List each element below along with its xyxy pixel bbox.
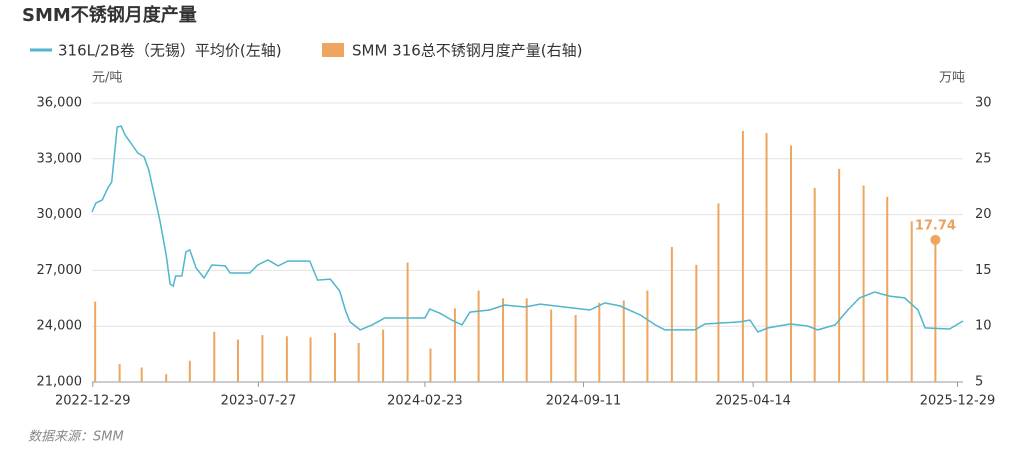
bar bbox=[261, 335, 264, 382]
y-tick-label: 36,000 bbox=[37, 96, 83, 111]
bar bbox=[285, 336, 288, 382]
bar bbox=[670, 246, 673, 382]
bar bbox=[622, 300, 625, 382]
y2-tick-label: 20 bbox=[975, 207, 992, 222]
bar bbox=[453, 308, 456, 382]
y2-tick-label: 10 bbox=[975, 319, 992, 334]
bar bbox=[118, 364, 121, 382]
bar bbox=[236, 339, 239, 382]
y-tick-label: 24,000 bbox=[37, 319, 83, 334]
bar bbox=[309, 337, 312, 382]
chart-title: SMM不锈钢月度产量 bbox=[22, 4, 197, 26]
value-label: 17.74 bbox=[915, 218, 956, 233]
bar bbox=[910, 221, 913, 382]
y-tick-label: 21,000 bbox=[37, 375, 83, 390]
x-tick-label: 2025-04-14 bbox=[715, 394, 791, 409]
legend-bar-swatch bbox=[322, 43, 344, 57]
x-tick-label: 2024-02-23 bbox=[387, 394, 463, 409]
bar bbox=[140, 367, 143, 382]
bar bbox=[765, 133, 768, 382]
bar bbox=[862, 185, 865, 382]
y2-axis-unit: 万吨 bbox=[939, 71, 965, 86]
bar bbox=[550, 309, 553, 382]
bar bbox=[94, 301, 97, 382]
bar bbox=[333, 332, 336, 382]
bar bbox=[382, 329, 385, 382]
bar bbox=[188, 360, 191, 382]
bar bbox=[813, 187, 816, 382]
y2-tick-label: 5 bbox=[975, 375, 983, 390]
x-tick-label: 2023-07-27 bbox=[221, 394, 297, 409]
bar bbox=[165, 374, 168, 382]
x-tick-label: 2025-12-29 bbox=[920, 394, 996, 409]
bar bbox=[357, 342, 360, 382]
bar bbox=[695, 264, 698, 382]
price-line bbox=[91, 125, 964, 333]
bar bbox=[741, 130, 744, 382]
y-axis-unit: 元/吨 bbox=[92, 71, 122, 86]
bar bbox=[646, 290, 649, 382]
bar bbox=[574, 315, 577, 382]
bar bbox=[717, 203, 720, 382]
bar bbox=[525, 298, 528, 382]
bar bbox=[502, 298, 505, 382]
bar bbox=[429, 348, 432, 382]
y2-tick-label: 15 bbox=[975, 263, 992, 278]
value-marker bbox=[930, 234, 941, 245]
legend-label: 316L/2B卷（无锡）平均价(左轴) bbox=[58, 42, 282, 60]
y-tick-label: 33,000 bbox=[37, 151, 83, 166]
y-tick-label: 27,000 bbox=[37, 263, 83, 278]
legend-label: SMM 316总不锈钢月度产量(右轴) bbox=[352, 42, 583, 60]
bar bbox=[598, 302, 601, 382]
bar bbox=[213, 331, 216, 382]
bar bbox=[790, 145, 793, 382]
bar bbox=[886, 196, 889, 382]
y-tick-label: 30,000 bbox=[37, 207, 83, 222]
bar bbox=[477, 290, 480, 382]
x-tick-label: 2022-12-29 bbox=[55, 394, 131, 409]
y2-tick-label: 30 bbox=[975, 96, 992, 111]
bar bbox=[406, 262, 409, 382]
x-tick-label: 2024-09-11 bbox=[546, 394, 622, 409]
bar bbox=[838, 168, 841, 382]
bar bbox=[934, 239, 937, 382]
source-note: 数据来源：SMM bbox=[28, 430, 124, 445]
y2-tick-label: 25 bbox=[975, 151, 992, 166]
